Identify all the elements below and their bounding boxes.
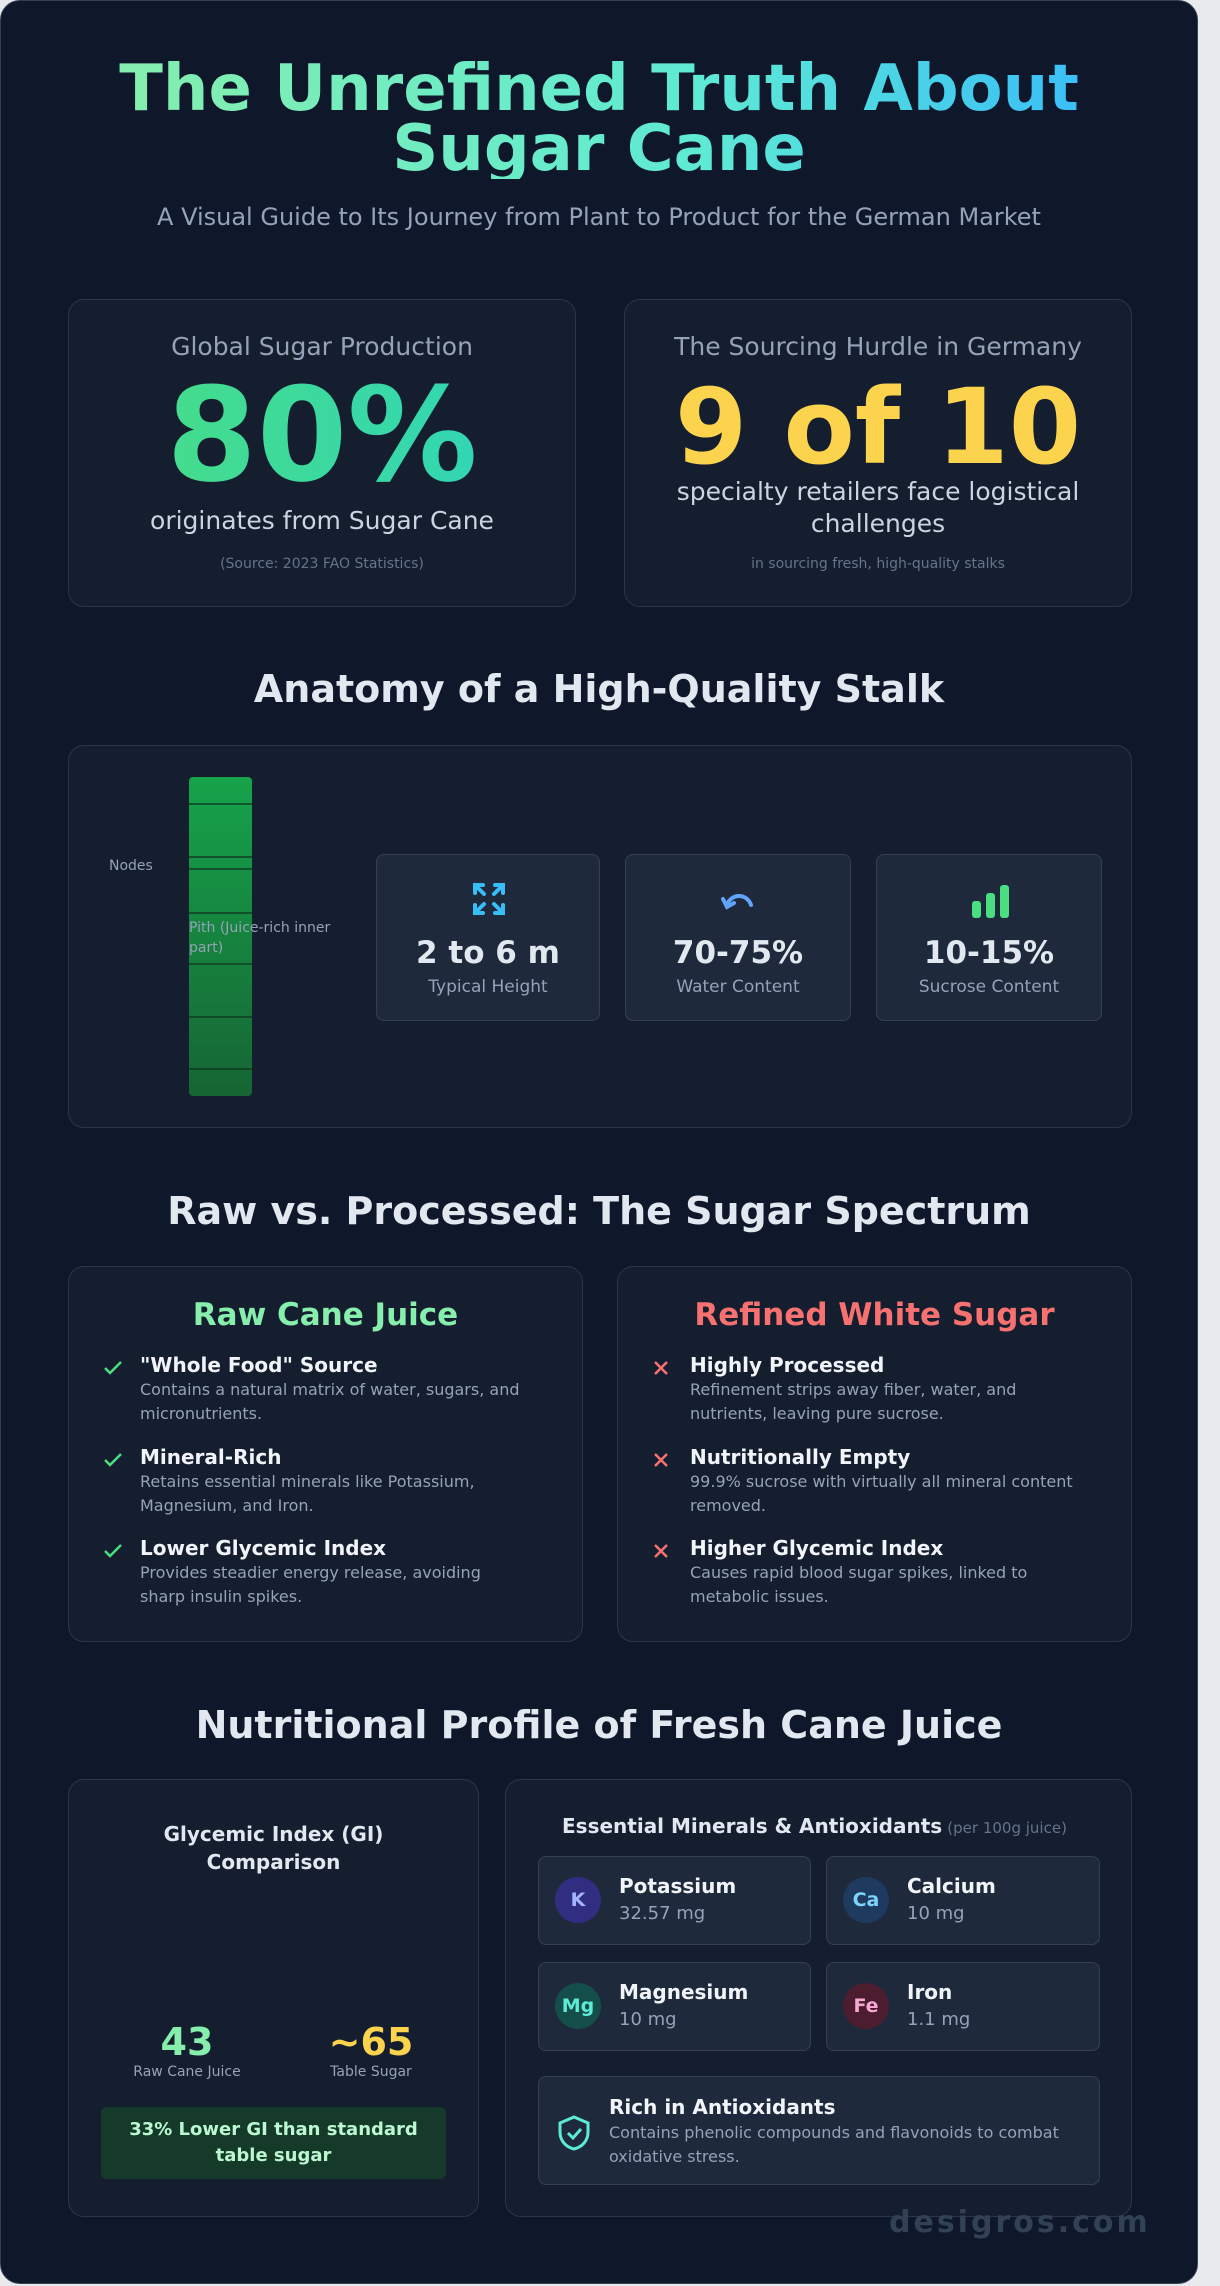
stalk-illustration bbox=[189, 777, 252, 1096]
item-title: Higher Glycemic Index bbox=[690, 1536, 944, 1560]
gi-note: 33% Lower GI than standard table sugar bbox=[129, 2119, 418, 2166]
fact-box: 70-75% Water Content bbox=[625, 854, 851, 1021]
mineral-box: Ca Calcium 10 mg bbox=[826, 1856, 1100, 1945]
stat-caption: originates from Sugar Cane bbox=[150, 506, 494, 535]
item-text: 99.9% sucrose with virtually all mineral… bbox=[690, 1472, 1073, 1515]
gi-note-box: 33% Lower GI than standard table sugar bbox=[101, 2107, 446, 2179]
fact-value: 10-15% bbox=[923, 935, 1055, 971]
cross-icon bbox=[654, 1544, 668, 1558]
watermark: desigros.com bbox=[889, 2205, 1151, 2240]
gi-value: 43 bbox=[160, 2020, 214, 2064]
stat-value: 9 of 10 bbox=[674, 366, 1082, 488]
mineral-symbol: Fe bbox=[843, 1983, 889, 2029]
stat-note: (Source: 2023 FAO Statistics) bbox=[220, 556, 424, 572]
section-heading: Anatomy of a High-Quality Stalk bbox=[253, 667, 945, 711]
chart-icon bbox=[972, 885, 1009, 918]
mineral-box: Fe Iron 1.1 mg bbox=[826, 1962, 1100, 2051]
subtitle: A Visual Guide to Its Journey from Plant… bbox=[157, 203, 1041, 231]
comparison-card: Raw Cane Juice "Whole Food" Source Conta… bbox=[68, 1266, 583, 1642]
section-heading: Raw vs. Processed: The Sugar Spectrum bbox=[167, 1189, 1031, 1233]
check-icon bbox=[104, 1361, 122, 1375]
gi-title: Glycemic Index (GI) Comparison bbox=[163, 1822, 384, 1874]
mineral-name: Iron bbox=[907, 1980, 953, 2004]
stat-label: Global Sugar Production bbox=[171, 332, 473, 361]
fact-value: 2 to 6 m bbox=[416, 935, 560, 971]
stat-label: The Sourcing Hurdle in Germany bbox=[674, 332, 1082, 361]
stat-value: 80% bbox=[69, 360, 575, 510]
mineral-box: K Potassium 32.57 mg bbox=[538, 1856, 811, 1945]
column-title: Refined White Sugar bbox=[694, 1297, 1055, 1333]
section-heading: Nutritional Profile of Fresh Cane Juice bbox=[195, 1703, 1003, 1747]
stat-note: in sourcing fresh, high-quality stalks bbox=[751, 556, 1005, 572]
fact-box: 2 to 6 m Typical Height bbox=[376, 854, 600, 1021]
item-text: Retains essential minerals like Potassiu… bbox=[140, 1472, 475, 1515]
item-title: "Whole Food" Source bbox=[140, 1353, 378, 1377]
antioxidant-title: Rich in Antioxidants bbox=[609, 2095, 836, 2119]
item-text: Causes rapid blood sugar spikes, linked … bbox=[690, 1563, 1028, 1606]
minerals-heading: Essential Minerals & Antioxidants (per 1… bbox=[562, 1814, 1067, 1838]
gi-card: Glycemic Index (GI) Comparison 43 Raw Ca… bbox=[68, 1779, 479, 2217]
item-text: Contains a natural matrix of water, suga… bbox=[140, 1380, 520, 1423]
mineral-amount: 10 mg bbox=[907, 1903, 965, 1924]
fact-value: 70-75% bbox=[672, 935, 804, 971]
minerals-subtitle: (per 100g juice) bbox=[947, 1819, 1067, 1837]
antioxidant-box: Rich in Antioxidants Contains phenolic c… bbox=[538, 2076, 1100, 2185]
item-title: Highly Processed bbox=[690, 1353, 885, 1377]
gi-label: Table Sugar bbox=[330, 2064, 412, 2080]
fact-label: Water Content bbox=[676, 977, 800, 997]
stat-card: The Sourcing Hurdle in Germany 9 of 10 s… bbox=[624, 299, 1132, 607]
comparison-card: Refined White Sugar Highly Processed Ref… bbox=[617, 1266, 1132, 1642]
item-title: Mineral-Rich bbox=[140, 1445, 282, 1469]
cross-icon bbox=[654, 1453, 668, 1467]
minerals-title: Essential Minerals & Antioxidants bbox=[562, 1814, 943, 1838]
check-icon bbox=[104, 1544, 122, 1558]
fact-label: Typical Height bbox=[428, 977, 548, 997]
stalk-label: Nodes bbox=[109, 858, 153, 874]
fact-box: 10-15% Sucrose Content bbox=[876, 854, 1102, 1021]
item-title: Nutritionally Empty bbox=[690, 1445, 911, 1469]
cross-icon bbox=[654, 1361, 668, 1375]
item-text: Refinement strips away fiber, water, and… bbox=[690, 1380, 1017, 1423]
anatomy-card: Nodes Pith (Juice-rich inner part) 2 to … bbox=[68, 745, 1132, 1128]
gi-label: Raw Cane Juice bbox=[133, 2064, 241, 2080]
fact-label: Sucrose Content bbox=[918, 977, 1060, 997]
mineral-name: Calcium bbox=[907, 1874, 996, 1898]
water-icon bbox=[721, 894, 753, 910]
stat-card: Global Sugar Production 80% originates f… bbox=[68, 299, 576, 607]
mineral-symbol: K bbox=[555, 1877, 601, 1923]
column-title: Raw Cane Juice bbox=[192, 1297, 459, 1333]
minerals-card: Essential Minerals & Antioxidants (per 1… bbox=[505, 1779, 1132, 2217]
item-title: Lower Glycemic Index bbox=[140, 1536, 387, 1560]
item-text: Provides steadier energy release, avoidi… bbox=[140, 1563, 481, 1606]
mineral-box: Mg Magnesium 10 mg bbox=[538, 1962, 811, 2051]
title: The Unrefined Truth About Sugar Cane bbox=[99, 57, 1099, 181]
mineral-amount: 10 mg bbox=[619, 2009, 677, 2030]
mineral-amount: 1.1 mg bbox=[907, 2009, 971, 2030]
mineral-name: Magnesium bbox=[619, 1980, 749, 2004]
antioxidant-text: Contains phenolic compounds and flavonoi… bbox=[609, 2123, 1059, 2166]
mineral-symbol: Ca bbox=[843, 1877, 889, 1923]
mineral-symbol: Mg bbox=[555, 1983, 601, 2029]
mineral-amount: 32.57 mg bbox=[619, 1903, 706, 1924]
check-icon bbox=[104, 1453, 122, 1467]
gi-value: ~65 bbox=[328, 2020, 414, 2064]
stat-caption: specialty retailers face logistical chal… bbox=[676, 477, 1080, 538]
expand-icon bbox=[473, 883, 505, 915]
stalk-label: Pith (Juice-rich inner part) bbox=[189, 920, 331, 956]
shield-icon bbox=[558, 2115, 590, 2151]
mineral-name: Potassium bbox=[619, 1874, 737, 1898]
